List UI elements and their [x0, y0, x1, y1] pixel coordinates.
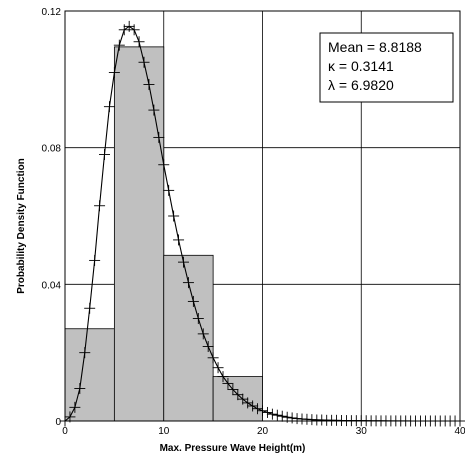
stats-box-frame	[319, 32, 454, 103]
stats-box: Mean = 8.8188 κ = 0.3141 λ = 6.9820	[319, 32, 454, 103]
sample-marker	[168, 210, 180, 222]
sample-marker	[133, 36, 145, 48]
sample-marker	[222, 377, 234, 389]
sample-marker	[286, 412, 298, 424]
sample-marker	[266, 408, 278, 420]
sample-marker	[148, 104, 160, 116]
y-tick-label: 0.12	[42, 7, 62, 18]
sample-marker	[252, 403, 264, 415]
sample-marker	[143, 78, 155, 90]
sample-marker	[128, 24, 140, 36]
x-tick-label: 40	[454, 426, 465, 437]
sample-marker	[182, 277, 194, 289]
sample-marker	[99, 149, 110, 160]
y-tick-label: 0.08	[42, 144, 62, 155]
sample-marker	[138, 56, 150, 68]
x-tick-label: 10	[158, 426, 170, 437]
sample-marker	[232, 389, 244, 401]
sample-marker	[242, 397, 254, 409]
sample-marker	[108, 67, 120, 78]
x-tick-label: 20	[257, 426, 269, 437]
sample-marker	[192, 313, 204, 324]
histogram-bar	[113, 46, 165, 422]
y-axis-title: Probability Density Function	[16, 158, 27, 294]
x-tick-label: 30	[356, 426, 368, 437]
sample-marker	[217, 371, 229, 383]
x-axis-title: Max. Pressure Wave Height(m)	[160, 443, 306, 454]
sample-marker	[158, 159, 170, 171]
sample-marker	[94, 200, 106, 212]
plot-frame	[64, 10, 461, 422]
sample-marker	[153, 131, 165, 143]
sample-marker	[227, 384, 239, 396]
y-tick-label: 0.04	[42, 280, 62, 291]
sample-marker	[276, 410, 288, 422]
x-tick-label: 0	[62, 426, 68, 437]
sample-marker	[79, 347, 91, 359]
sample-marker	[257, 405, 268, 417]
sample-marker	[187, 295, 199, 307]
sample-marker	[163, 184, 175, 196]
sample-marker	[247, 400, 259, 412]
histogram-bar	[64, 328, 115, 422]
sample-marker	[178, 256, 189, 268]
histogram-bars	[64, 46, 263, 422]
sample-marker	[113, 39, 125, 51]
sample-marker	[202, 341, 214, 353]
sample-marker	[89, 254, 101, 266]
sample-marker	[271, 409, 283, 421]
y-tick-label: 0	[55, 417, 61, 428]
sample-marker	[261, 406, 273, 418]
sample-marker	[173, 234, 185, 246]
sample-marker	[212, 362, 224, 374]
sample-marker	[103, 101, 115, 113]
tick-labels: 0 10 20 30 40 0 0.04 0.08 0.12	[42, 7, 465, 437]
sample-marker	[207, 352, 219, 364]
stat-mean: Mean = 8.8188	[328, 39, 422, 55]
sample-marker	[69, 401, 81, 413]
stat-kappa: κ = 0.3141	[328, 58, 394, 74]
sample-marker	[197, 328, 209, 340]
sample-marker	[74, 383, 86, 395]
sample-marker	[84, 302, 96, 314]
stat-lambda: λ = 6.9820	[328, 77, 394, 93]
